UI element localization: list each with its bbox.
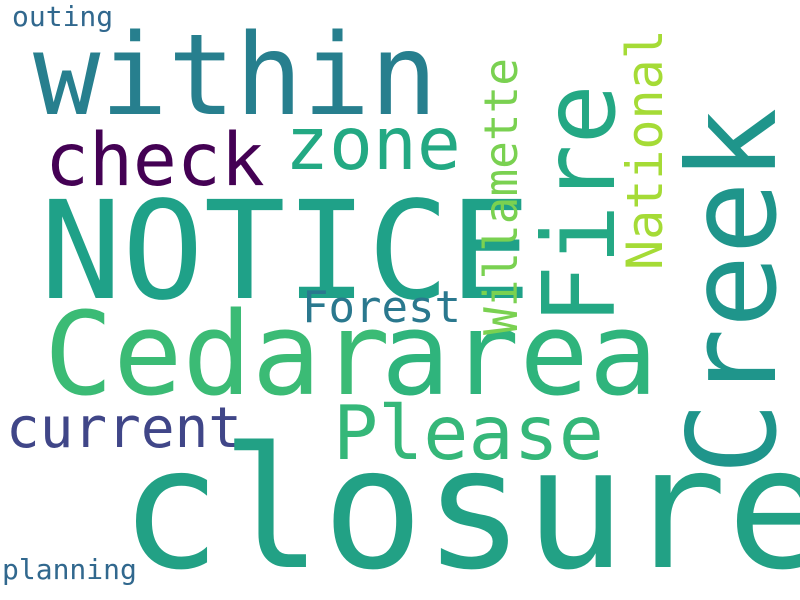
word-closure: closure [120,411,800,600]
word-check: check [45,118,265,203]
word-notice: NOTICE [40,173,532,331]
word-please: Please [333,389,604,477]
word-planning: planning [2,553,137,586]
word-within: within [33,11,438,141]
word-current: current [6,396,243,461]
word-willamette: Willamette [474,58,528,335]
word-area: area [381,288,658,422]
word-outing: outing [12,0,114,33]
word-forest: Forest [302,282,461,333]
word-creek: Creek [662,107,800,475]
word-zone: zone [285,102,461,187]
word-fire: Fire [521,84,638,325]
word-cedar: Cedar [44,288,391,422]
